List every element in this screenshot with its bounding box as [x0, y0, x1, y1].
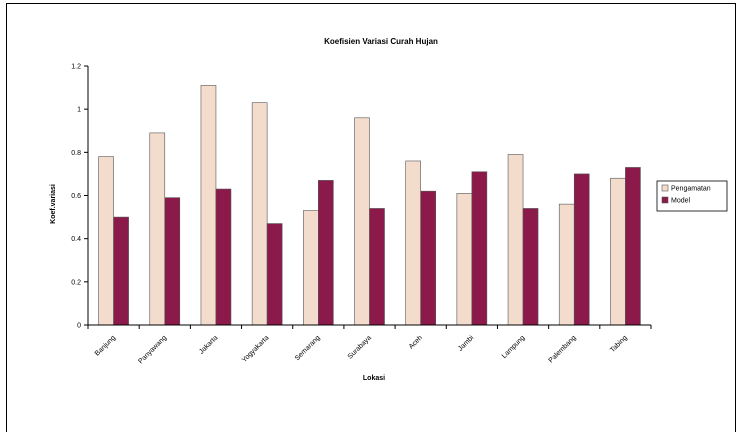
bar-model-banjung [113, 216, 129, 326]
x-tick-label: Banjung [94, 334, 117, 357]
x-tick-label: Jakarta [198, 334, 219, 355]
plot-area: 0 0.2 0.4 0.6 0.8 1 1.2 Banjung Panyawang Jakarta… [71, 64, 652, 365]
legend-swatch-pengamatan [661, 184, 669, 192]
bar-pengamatan-yogyakarta [251, 102, 268, 326]
bar-model-surabaya [369, 208, 385, 326]
x-tick-label: Surabaya [347, 334, 373, 360]
bar-model-semarang [318, 180, 334, 326]
bar-chart: Koefisien Variasi Curah Hujan Koef.varia… [50, 37, 728, 382]
y-tick-label: 0.6 [71, 193, 81, 200]
legend: Pengamatan Model [656, 180, 728, 212]
x-axis-label: Lokasi [363, 375, 385, 382]
y-tick-label: 0.8 [71, 150, 81, 157]
legend-box [656, 180, 728, 212]
y-axis-label: Koef.variasi [50, 184, 57, 224]
bar-pengamatan-palembang [558, 203, 575, 326]
bar-pengamatan-semarang [303, 210, 319, 326]
chart-title: Koefisien Variasi Curah Hujan [324, 37, 438, 46]
x-tick-label: Lampung [501, 334, 527, 360]
chart-frame: Koefisien Variasi Curah Hujan Koef.varia… [6, 3, 736, 432]
legend-swatch-model [661, 196, 669, 204]
bar-pengamatan-banjung [98, 156, 114, 326]
bar-pengamatan-tabing [610, 177, 626, 326]
y-tick-label: 0.4 [71, 236, 81, 243]
bar-pengamatan-panyawang [149, 132, 166, 326]
bar-model-panyawang [164, 197, 181, 326]
bar-model-yogyakarta [266, 223, 283, 326]
bar-model-aceh [420, 190, 436, 326]
x-tick-label: Yogyakarta [241, 334, 271, 364]
legend-label-model: Model [671, 198, 691, 205]
bar-pengamatan-aceh [405, 160, 421, 326]
bar-model-lampung [522, 208, 539, 326]
bar-pengamatan-jakarta [200, 85, 217, 326]
bar-model-jambi [471, 171, 488, 326]
bar-pengamatan-surabaya [354, 117, 370, 326]
bar-pengamatan-jambi [456, 193, 473, 326]
x-tick-label: Palembang [548, 334, 578, 364]
bar-model-palembang [573, 173, 590, 326]
bar-model-tabing [625, 167, 641, 326]
y-tick-label: 1.2 [71, 64, 81, 71]
x-tick-label: Panyawang [137, 334, 168, 365]
y-tick-label: 1 [77, 107, 81, 114]
y-tick-label: 0.2 [71, 279, 81, 286]
bar-model-jakarta [215, 188, 232, 326]
y-tick-label: 0 [77, 323, 81, 330]
x-tick-label: Tabing [609, 334, 629, 354]
legend-label-pengamatan: Pengamatan [671, 186, 711, 193]
bar-pengamatan-lampung [507, 154, 524, 326]
x-tick-label: Jambi [457, 334, 475, 352]
x-tick-label: Semarang [294, 334, 322, 362]
x-tick-label: Aceh [408, 334, 424, 350]
